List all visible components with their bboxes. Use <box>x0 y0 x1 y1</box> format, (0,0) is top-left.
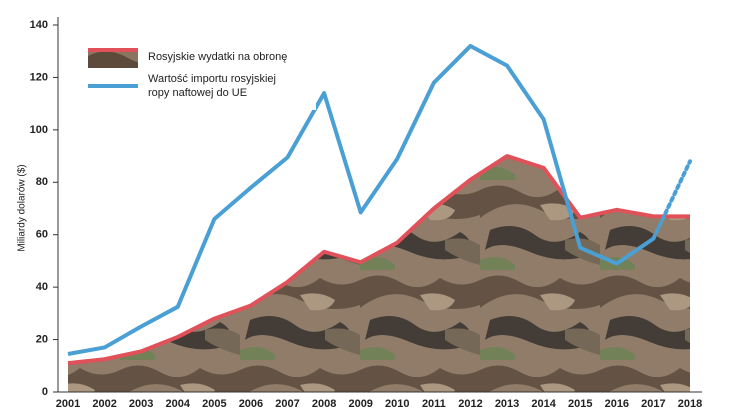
legend-item: Wartość importu rosyjskiej ropy naftowej… <box>88 72 308 100</box>
x-tick-label: 2014 <box>531 398 556 410</box>
y-tick-label: 40 <box>36 281 48 293</box>
legend-label: Rosyjskie wydatki na obronę <box>148 51 288 63</box>
y-tick-label: 80 <box>36 176 48 188</box>
y-tick-label: 100 <box>30 124 48 136</box>
line <box>67 43 655 356</box>
x-tick-label: 2006 <box>239 398 263 410</box>
x-tick-label: 2003 <box>129 398 153 410</box>
y-tick-label: 140 <box>30 19 48 31</box>
x-tick-label: 2009 <box>348 398 372 410</box>
x-tick-label: 2018 <box>678 398 702 410</box>
y-tick-label: 120 <box>30 71 48 83</box>
area <box>68 156 690 392</box>
x-tick-label: 2001 <box>56 398 80 410</box>
x-tick-label: 2013 <box>495 398 519 410</box>
y-tick-label: 60 <box>36 229 48 241</box>
x-tick-label: 2004 <box>166 398 191 410</box>
x-tick-label: 2015 <box>568 398 592 410</box>
line <box>67 154 690 366</box>
x-tick-label: 2007 <box>275 398 299 410</box>
legend-swatch <box>88 84 138 88</box>
legend: Rosyjskie wydatki na obronę Wartość impor… <box>80 36 316 110</box>
x-tick-label: 2012 <box>458 398 482 410</box>
x-tick-label: 2011 <box>422 398 446 410</box>
x-tick-label: 2002 <box>92 398 116 410</box>
line-projection <box>651 159 692 241</box>
x-tick-label: 2017 <box>641 398 665 410</box>
y-tick-label: 20 <box>36 333 48 345</box>
legend-item: Rosyjskie wydatki na obronę <box>88 46 308 68</box>
x-tick-label: 2010 <box>385 398 409 410</box>
y-axis-label: Miliardy dolarów ($) <box>17 164 28 251</box>
x-tick-label: 2005 <box>202 398 226 410</box>
y-tick-label: 0 <box>42 386 48 398</box>
legend-swatch <box>88 48 138 68</box>
x-tick-label: 2016 <box>605 398 629 410</box>
x-tick-label: 2008 <box>312 398 336 410</box>
legend-label: Wartość importu rosyjskiej ropy naftowej… <box>148 73 276 99</box>
